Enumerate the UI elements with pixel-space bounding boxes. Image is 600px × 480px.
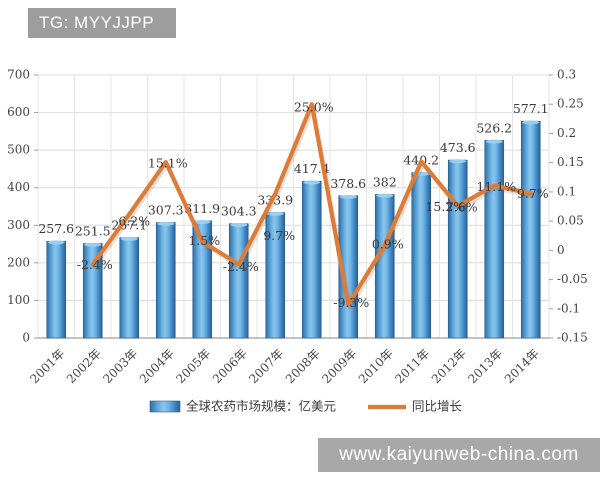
svg-text:2006年: 2006年 — [210, 346, 250, 386]
svg-text:473.6: 473.6 — [440, 140, 476, 155]
svg-text:2014年: 2014年 — [502, 346, 542, 386]
svg-text:2007年: 2007年 — [246, 346, 286, 386]
svg-text:2002年: 2002年 — [64, 346, 104, 386]
svg-text:-0.1: -0.1 — [557, 301, 580, 315]
svg-text:同比增长: 同比增长 — [412, 399, 463, 414]
bars-series — [46, 120, 541, 339]
svg-text:2013年: 2013年 — [465, 346, 505, 386]
svg-text:9.7%: 9.7% — [263, 228, 295, 243]
svg-text:300: 300 — [7, 218, 30, 232]
svg-text:0.3: 0.3 — [557, 68, 576, 82]
svg-text:311.9: 311.9 — [184, 201, 220, 216]
svg-text:257.6: 257.6 — [38, 221, 74, 236]
svg-text:0.1: 0.1 — [557, 184, 576, 198]
svg-text:9.7%: 9.7% — [517, 186, 549, 201]
svg-text:2003年: 2003年 — [100, 346, 140, 386]
growth-line — [90, 102, 535, 310]
svg-text:2008年: 2008年 — [283, 346, 323, 386]
svg-text:600: 600 — [7, 105, 30, 119]
svg-text:700: 700 — [7, 68, 30, 82]
svg-text:7.6%: 7.6% — [446, 199, 478, 214]
svg-text:6.2%: 6.2% — [118, 214, 150, 229]
svg-text:0.2: 0.2 — [557, 126, 576, 140]
svg-text:全球农药市场规模：亿美元: 全球农药市场规模：亿美元 — [186, 399, 336, 414]
watermark-url: www.kaiyunweb-china.com — [318, 438, 600, 472]
svg-text:382: 382 — [373, 174, 397, 189]
svg-text:-2.4%: -2.4% — [77, 257, 113, 272]
svg-text:2009年: 2009年 — [319, 346, 359, 386]
x-axis-labels: 2001年2002年2003年2004年2005年2006年2007年2008年… — [27, 346, 541, 386]
svg-text:0.25: 0.25 — [557, 97, 584, 111]
svg-text:2010年: 2010年 — [356, 346, 396, 386]
svg-text:2005年: 2005年 — [173, 346, 213, 386]
svg-text:1.5%: 1.5% — [188, 233, 220, 248]
svg-text:-9.3%: -9.3% — [333, 295, 369, 310]
svg-text:0: 0 — [22, 331, 30, 345]
gridlines — [37, 74, 550, 339]
svg-text:500: 500 — [7, 143, 30, 157]
y-axis-left: 0 100 200 300 400 500 600 700 — [7, 68, 38, 345]
svg-text:333.9: 333.9 — [257, 193, 293, 208]
svg-text:0: 0 — [557, 243, 565, 257]
svg-text:-0.05: -0.05 — [557, 272, 588, 286]
svg-text:0.9%: 0.9% — [372, 237, 404, 252]
svg-text:0.05: 0.05 — [557, 214, 584, 228]
svg-text:0.15: 0.15 — [557, 155, 584, 169]
svg-text:378.6: 378.6 — [330, 176, 366, 191]
y-axis-right: -0.15 -0.1 -0.05 0 0.05 0.1 0.15 0.2 0.25 0.3 — [549, 68, 588, 345]
svg-text:307.3: 307.3 — [148, 203, 184, 218]
growth-point-labels: -2.4%6.2%15.1%1.5%-2.4%9.7%25.0%-9.3%0.9… — [77, 100, 549, 310]
svg-text:400: 400 — [7, 180, 30, 194]
legend-bar-swatch — [149, 400, 181, 413]
svg-text:2001年: 2001年 — [27, 346, 67, 386]
svg-text:2004年: 2004年 — [137, 346, 177, 386]
tg-badge: TG: MYYJJPP — [28, 8, 176, 38]
svg-text:25.0%: 25.0% — [294, 100, 334, 115]
svg-text:304.3: 304.3 — [221, 204, 257, 219]
svg-text:251.5: 251.5 — [75, 224, 111, 239]
svg-text:15.2%: 15.2% — [425, 199, 465, 214]
legend: 全球农药市场规模：亿美元 同比增长 — [149, 399, 463, 414]
svg-text:11.1%: 11.1% — [476, 179, 516, 194]
svg-text:-0.15: -0.15 — [557, 331, 588, 345]
svg-text:526.2: 526.2 — [476, 120, 512, 135]
svg-text:2011年: 2011年 — [392, 346, 432, 386]
svg-text:2012年: 2012年 — [429, 346, 469, 386]
svg-text:577.1: 577.1 — [513, 101, 549, 116]
svg-text:100: 100 — [7, 293, 30, 307]
svg-text:200: 200 — [7, 255, 30, 269]
svg-text:-2.4%: -2.4% — [223, 259, 259, 274]
svg-text:15.1%: 15.1% — [148, 156, 188, 171]
